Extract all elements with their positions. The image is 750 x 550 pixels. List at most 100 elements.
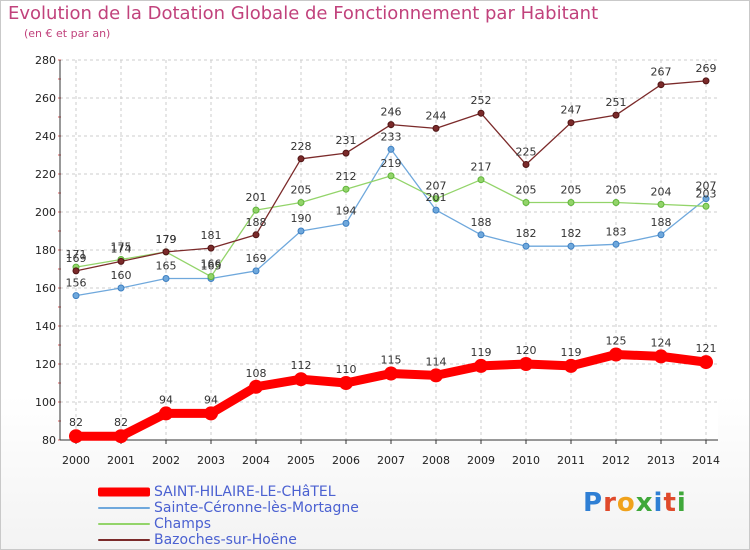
data-label: 120	[516, 344, 537, 357]
data-point	[612, 111, 620, 119]
data-point	[474, 358, 488, 373]
data-label: 244	[426, 109, 447, 122]
data-point	[387, 121, 395, 129]
data-label: 194	[336, 204, 357, 217]
data-point	[522, 199, 530, 206]
legend-swatch	[98, 523, 150, 525]
data-point	[252, 267, 260, 275]
data-point	[159, 406, 173, 421]
data-label: 171	[66, 248, 87, 261]
data-point	[522, 242, 530, 250]
data-label: 203	[696, 187, 717, 200]
data-label: 119	[471, 346, 492, 359]
x-tick-label: 2007	[377, 454, 405, 467]
proxiti-logo: Proxiti	[583, 488, 687, 518]
chart-legend: SAINT-HILAIRE-LE-CHâTEL Sainte-Céronne-lè…	[98, 484, 418, 548]
data-label: 233	[381, 130, 402, 143]
data-point	[702, 202, 710, 210]
data-label: 201	[246, 191, 267, 204]
data-label: 165	[201, 260, 222, 273]
data-point	[657, 231, 665, 239]
data-point	[117, 284, 125, 292]
data-point	[432, 124, 440, 132]
data-label: 166	[201, 258, 222, 271]
data-point	[162, 248, 170, 256]
data-point	[609, 347, 623, 362]
data-point	[387, 145, 395, 153]
legend-swatch	[98, 507, 150, 509]
data-label: 179	[156, 233, 177, 246]
data-point	[384, 366, 398, 381]
data-label: 188	[471, 216, 492, 229]
data-label: 175	[111, 241, 132, 254]
data-label: 205	[606, 184, 627, 197]
data-label: 82	[114, 416, 128, 429]
legend-swatch	[98, 487, 150, 497]
data-point	[699, 355, 713, 370]
data-label: 228	[291, 140, 312, 153]
data-label: 188	[246, 216, 267, 229]
data-point	[429, 368, 443, 383]
data-label: 169	[66, 252, 87, 265]
data-point	[69, 429, 83, 444]
data-label: 174	[111, 242, 132, 255]
x-tick-label: 2014	[692, 454, 720, 467]
data-label: 205	[291, 184, 312, 197]
data-label: 165	[156, 260, 177, 273]
legend-swatch	[98, 539, 150, 541]
x-tick-label: 2009	[467, 454, 495, 467]
y-tick-label: 140	[35, 320, 56, 333]
data-label: 160	[111, 269, 132, 282]
y-tick-label: 80	[42, 434, 56, 447]
data-label: 190	[291, 212, 312, 225]
data-point	[162, 275, 170, 282]
data-label: 207	[426, 180, 447, 193]
data-label: 183	[606, 225, 627, 238]
data-label: 247	[561, 104, 582, 117]
data-point	[654, 349, 668, 364]
data-point	[519, 357, 533, 371]
y-tick-label: 100	[35, 396, 56, 409]
data-label: 121	[696, 342, 717, 355]
y-tick-label: 180	[35, 244, 56, 257]
data-label: 252	[471, 94, 492, 107]
logo-letter: o	[616, 488, 636, 518]
data-point	[207, 244, 215, 252]
data-point	[477, 231, 485, 239]
y-tick-label: 120	[35, 358, 56, 371]
data-label: 115	[381, 354, 402, 367]
logo-letter: r	[603, 488, 617, 518]
data-point	[249, 379, 263, 394]
data-label: 267	[651, 66, 672, 79]
data-label: 82	[69, 416, 83, 429]
y-tick-label: 160	[35, 282, 56, 295]
logo-letter: x	[635, 488, 654, 518]
y-tick-label: 220	[35, 168, 56, 181]
data-point	[567, 199, 575, 206]
data-label: 217	[471, 161, 492, 174]
x-tick-label: 2010	[512, 454, 540, 467]
data-point	[567, 119, 575, 127]
data-label: 201	[426, 191, 447, 204]
legend-item: Champs	[98, 516, 418, 532]
data-point	[204, 406, 218, 421]
data-label: 108	[246, 367, 267, 380]
data-point	[342, 185, 350, 193]
legend-label: SAINT-HILAIRE-LE-CHâTEL	[154, 484, 336, 500]
y-tick-label: 280	[35, 54, 56, 67]
data-point	[387, 172, 395, 180]
data-label: 246	[381, 106, 402, 119]
legend-label: Sainte-Céronne-lès-Mortagne	[154, 500, 359, 516]
data-label: 182	[516, 227, 537, 240]
data-label: 169	[246, 252, 267, 265]
x-tick-label: 2004	[242, 454, 270, 467]
logo-letter: i	[676, 488, 687, 518]
data-label: 124	[651, 336, 672, 349]
logo-letter: P	[583, 488, 604, 518]
legend-label: Bazoches-sur-Hoëne	[154, 532, 297, 548]
data-label: 207	[696, 180, 717, 193]
data-label: 205	[561, 184, 582, 197]
data-point	[72, 292, 80, 300]
legend-label: Champs	[154, 516, 212, 532]
logo-letter: i	[653, 488, 664, 518]
